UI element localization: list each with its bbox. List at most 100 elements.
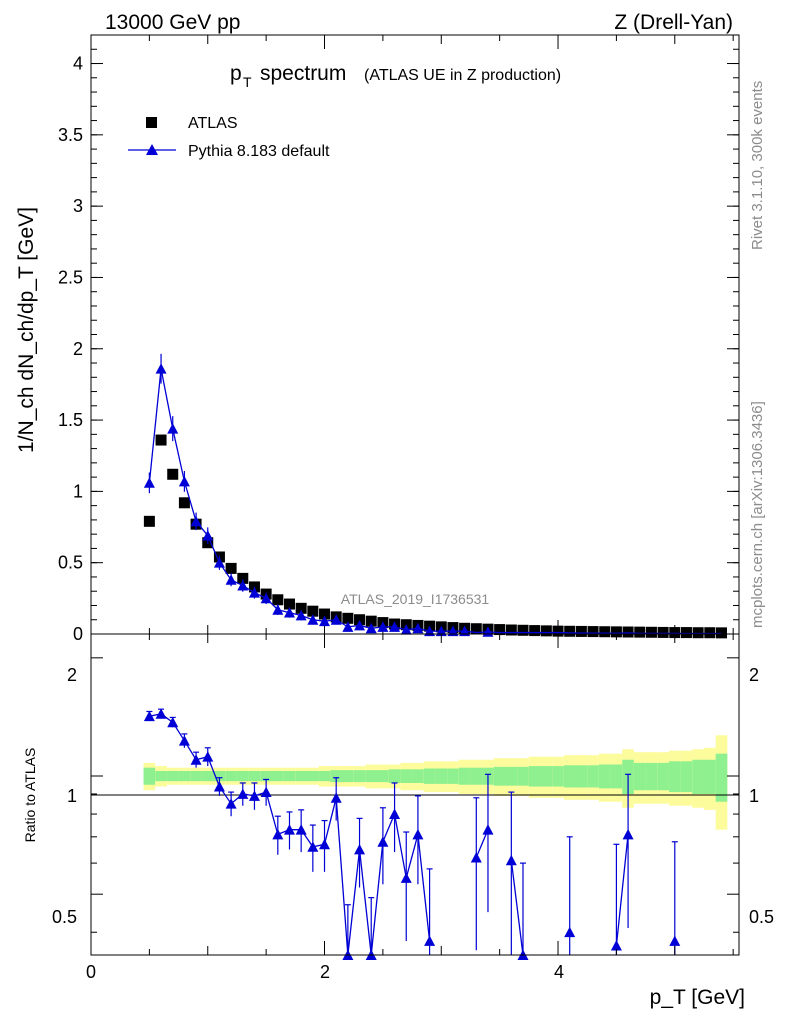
ratio-band-inner bbox=[201, 770, 214, 782]
atlas-point bbox=[167, 468, 179, 480]
ratio-band-inner bbox=[540, 766, 553, 787]
ratio-mc-point bbox=[295, 824, 307, 835]
ratio-mc-point bbox=[178, 735, 190, 746]
ratio-band-inner bbox=[598, 764, 611, 789]
ratio-band-inner bbox=[307, 770, 319, 782]
ratio-ytick-0.5: 0.5 bbox=[52, 907, 77, 927]
ratio-band-inner bbox=[166, 770, 179, 782]
legend-atlas-marker bbox=[146, 117, 157, 128]
ratio-band-inner bbox=[447, 768, 459, 784]
mc-point bbox=[400, 624, 412, 635]
xtick-2: 2 bbox=[320, 962, 330, 982]
ratio-band-inner bbox=[260, 770, 272, 782]
atlas-point bbox=[622, 626, 634, 638]
main-ytick-label: 0 bbox=[73, 624, 83, 644]
mc-point bbox=[412, 622, 424, 634]
analysis-watermark: ATLAS_2019_I1736531 bbox=[341, 591, 490, 607]
ratio-mc-point bbox=[272, 828, 284, 840]
ratio-band-inner bbox=[248, 770, 261, 782]
ratio-data-layer bbox=[143, 708, 681, 960]
mc-point bbox=[260, 592, 272, 604]
ratio-band-inner bbox=[458, 767, 471, 785]
atlas-point bbox=[283, 598, 295, 610]
ratio-band-inner bbox=[528, 766, 541, 787]
ratio-band-inner bbox=[668, 761, 681, 793]
ratio-mc-point bbox=[167, 716, 179, 728]
ratio-mc-point bbox=[283, 824, 295, 835]
plot-title-p: p bbox=[230, 62, 242, 85]
ratio-band-inner bbox=[143, 767, 156, 785]
mcplots-info: mcplots.cern.ch [arXiv:1306.3436] bbox=[749, 401, 766, 628]
legend-mc-label: Pythia 8.183 default bbox=[188, 143, 330, 160]
mc-point bbox=[389, 621, 401, 632]
ratio-mc-point bbox=[143, 710, 155, 722]
ratio-mc-point bbox=[470, 852, 482, 863]
atlas-point bbox=[540, 625, 552, 637]
atlas-point bbox=[272, 594, 284, 606]
ratio-band-inner bbox=[633, 762, 646, 791]
atlas-point bbox=[517, 624, 529, 636]
main-ytick-label: 1 bbox=[73, 481, 83, 501]
atlas-point bbox=[715, 627, 727, 639]
atlas-point bbox=[155, 434, 167, 446]
ratio-band-inner bbox=[295, 770, 307, 782]
ratio-band-inner bbox=[587, 765, 599, 788]
ratio-band-inner bbox=[318, 770, 331, 782]
mc-point bbox=[330, 614, 342, 625]
ratio-mc-point bbox=[389, 808, 401, 820]
main-ytick-label: 2 bbox=[73, 339, 83, 359]
ratio-mc-point bbox=[669, 935, 681, 946]
ratio-band-inner bbox=[330, 770, 343, 783]
ratio-band-inner bbox=[610, 764, 623, 789]
ratio-mc-point bbox=[225, 798, 237, 809]
x-axis-label: p_T [GeV] bbox=[650, 986, 745, 1009]
ratio-band-inner bbox=[190, 770, 202, 782]
mc-point bbox=[248, 587, 260, 598]
ratio-mc-point bbox=[190, 754, 202, 765]
atlas-point bbox=[494, 624, 506, 636]
ratio-mc-point bbox=[400, 872, 412, 883]
mc-point bbox=[435, 625, 447, 637]
mc-point bbox=[143, 477, 155, 488]
ratio-mc-line bbox=[615, 834, 629, 946]
mc-point bbox=[155, 363, 167, 374]
mc-point bbox=[190, 515, 202, 527]
ratio-band-inner bbox=[563, 765, 576, 788]
atlas-point bbox=[575, 625, 587, 637]
atlas-point bbox=[178, 497, 190, 509]
ratio-mc-point bbox=[319, 838, 331, 850]
atlas-point bbox=[634, 626, 646, 638]
atlas-point bbox=[354, 614, 366, 626]
atlas-point bbox=[237, 572, 249, 584]
main-ytick-label: 3 bbox=[73, 196, 83, 216]
atlas-point bbox=[143, 515, 155, 527]
ratio-mc-point bbox=[354, 843, 366, 855]
atlas-point bbox=[587, 626, 599, 638]
ratio-mc-point bbox=[155, 708, 167, 719]
ratio-mc-point bbox=[213, 781, 225, 792]
ratio-band-inner bbox=[283, 770, 296, 782]
ratio-band-inner bbox=[353, 770, 366, 783]
atlas-point bbox=[645, 626, 657, 638]
ratio-band-inner bbox=[365, 770, 378, 783]
ratio-y-axis bbox=[91, 657, 739, 933]
atlas-point bbox=[610, 626, 622, 638]
atlas-point bbox=[704, 627, 716, 639]
atlas-point bbox=[470, 623, 482, 635]
main-data-layer bbox=[143, 353, 727, 639]
main-ytick-label: 2.5 bbox=[58, 267, 83, 287]
energy-label: 13000 GeV pp bbox=[105, 11, 240, 34]
main-ytick-label: 3.5 bbox=[58, 125, 83, 145]
main-ylabel: 1/N_ch dN_ch/dp_T [GeV] bbox=[15, 207, 38, 453]
ratio-band-inner bbox=[505, 766, 518, 786]
ratio-band-inner bbox=[213, 770, 226, 782]
ratio-band-inner bbox=[155, 770, 167, 782]
mc-point bbox=[295, 609, 307, 621]
ratio-uncertainty-band bbox=[143, 735, 728, 830]
ratio-band-inner bbox=[342, 770, 354, 783]
mc-point bbox=[459, 625, 471, 637]
ratio-band-inner bbox=[470, 767, 483, 785]
ratio-ytick-right-2: 2 bbox=[749, 665, 759, 685]
ratio-band-inner bbox=[400, 769, 413, 783]
